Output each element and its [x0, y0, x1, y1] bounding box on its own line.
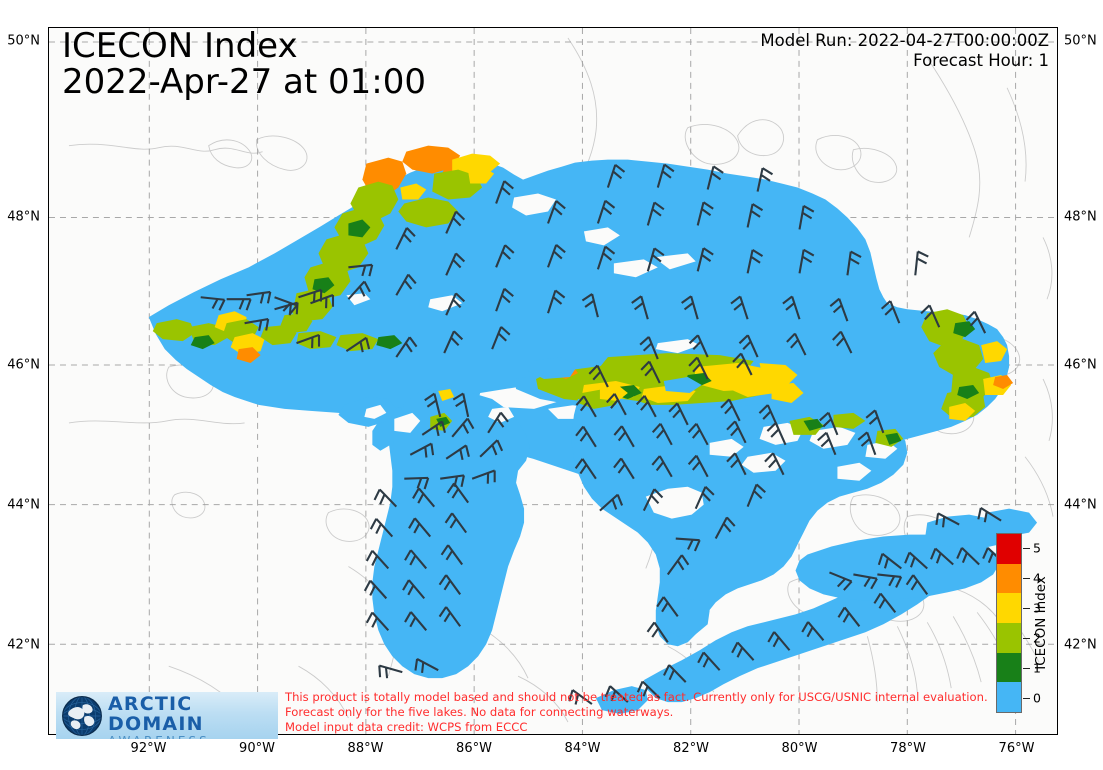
- colorbar-tick-3: [1023, 608, 1030, 609]
- lat-tick-right-44n: 44°N: [1064, 497, 1097, 513]
- colorbar-axis-label: ICECON Index: [1033, 576, 1049, 670]
- lat-tick-left-44n: 44°N: [7, 497, 40, 513]
- lon-tick-88w: 88°W: [347, 741, 384, 756]
- lon-tick-90w: 90°W: [239, 741, 275, 756]
- forecast-hour-label: Forecast Hour: 1: [913, 51, 1049, 71]
- disclaimer-text: This product is totally model based and …: [285, 690, 988, 735]
- great-lakes-map: .w{fill:#45b6f5} .c1{fill:#188018} .c2{f…: [49, 28, 1057, 734]
- lat-tick-left-48n: 48°N: [7, 209, 40, 225]
- colorbar-value-4: 4: [1033, 570, 1041, 586]
- model-metadata: Model Run: 2022-04-27T00:00:00Z Forecast…: [760, 31, 1049, 71]
- lat-tick-right-42n: 42°N: [1064, 637, 1097, 653]
- lon-tick-82w: 82°W: [673, 741, 709, 756]
- lat-tick-left-42n: 42°N: [7, 637, 40, 653]
- colorbar-segment-4: [997, 563, 1021, 594]
- model-run-label: Model Run: 2022-04-27T00:00:00Z: [760, 31, 1049, 50]
- wind-barbs: [200, 163, 1006, 705]
- lake-ontario: [795, 508, 1038, 601]
- colorbar-tick-0: [1023, 698, 1030, 699]
- disclaimer-line-3: Model input data credit: WCPS from ECCC: [285, 720, 528, 735]
- chart-title: ICECON Index 2022-Apr-27 at 01:00: [62, 28, 426, 100]
- lon-tick-86w: 86°W: [456, 741, 492, 756]
- lon-tick-78w: 78°W: [890, 741, 926, 756]
- lat-tick-right-50n: 50°N: [1064, 33, 1097, 49]
- colorbar-value-5: 5: [1033, 540, 1041, 556]
- lon-tick-84w: 84°W: [564, 741, 601, 756]
- colorbar-tick-5: [1023, 548, 1030, 549]
- colorbar-segment-1: [997, 652, 1021, 683]
- logo-line-1: ARCTIC DOMAIN: [108, 693, 204, 735]
- lat-tick-left-46n: 46°N: [7, 357, 40, 373]
- lat-tick-right-48n: 48°N: [1064, 209, 1097, 225]
- adac-logo: ARCTIC DOMAIN AWARENESS CENTER A DEPARTM…: [56, 692, 278, 739]
- colorbar-segment-2: [997, 622, 1021, 653]
- lat-tick-right-46n: 46°N: [1064, 357, 1097, 373]
- colorbar-value-2: 2: [1033, 630, 1041, 646]
- icecon-colorbar: [996, 533, 1022, 713]
- title-line-1: ICECON Index: [62, 26, 298, 66]
- colorbar-tick-2: [1023, 638, 1030, 639]
- map-plot-area: .w{fill:#45b6f5} .c1{fill:#188018} .c2{f…: [48, 27, 1058, 735]
- colorbar-value-0: 0: [1033, 690, 1041, 706]
- lat-tick-left-50n: 50°N: [7, 33, 40, 49]
- colorbar-segment-5: [997, 534, 1021, 564]
- logo-line-2: AWARENESS CENTER: [108, 734, 276, 739]
- adac-logo-text: ARCTIC DOMAIN AWARENESS CENTER A DEPARTM…: [108, 693, 276, 739]
- colorbar-value-3: 3: [1033, 600, 1041, 616]
- colorbar-segment-0: [997, 682, 1021, 712]
- colorbar-value-1: 1: [1033, 660, 1041, 676]
- lon-tick-80w: 80°W: [781, 741, 818, 756]
- disclaimer-line-2: Forecast only for the five lakes. No dat…: [285, 705, 674, 720]
- title-line-2: 2022-Apr-27 at 01:00: [62, 62, 426, 103]
- globe-icon: [62, 696, 102, 736]
- icecon-patches-superior: [152, 145, 1014, 421]
- lon-tick-76w: 76°W: [998, 741, 1035, 756]
- lon-tick-92w: 92°W: [130, 741, 167, 756]
- disclaimer-line-1: This product is totally model based and …: [285, 690, 988, 704]
- colorbar-segment-3: [997, 593, 1021, 623]
- colorbar-tick-4: [1023, 578, 1030, 579]
- lake-michigan: [338, 384, 531, 679]
- colorbar-tick-1: [1023, 668, 1030, 669]
